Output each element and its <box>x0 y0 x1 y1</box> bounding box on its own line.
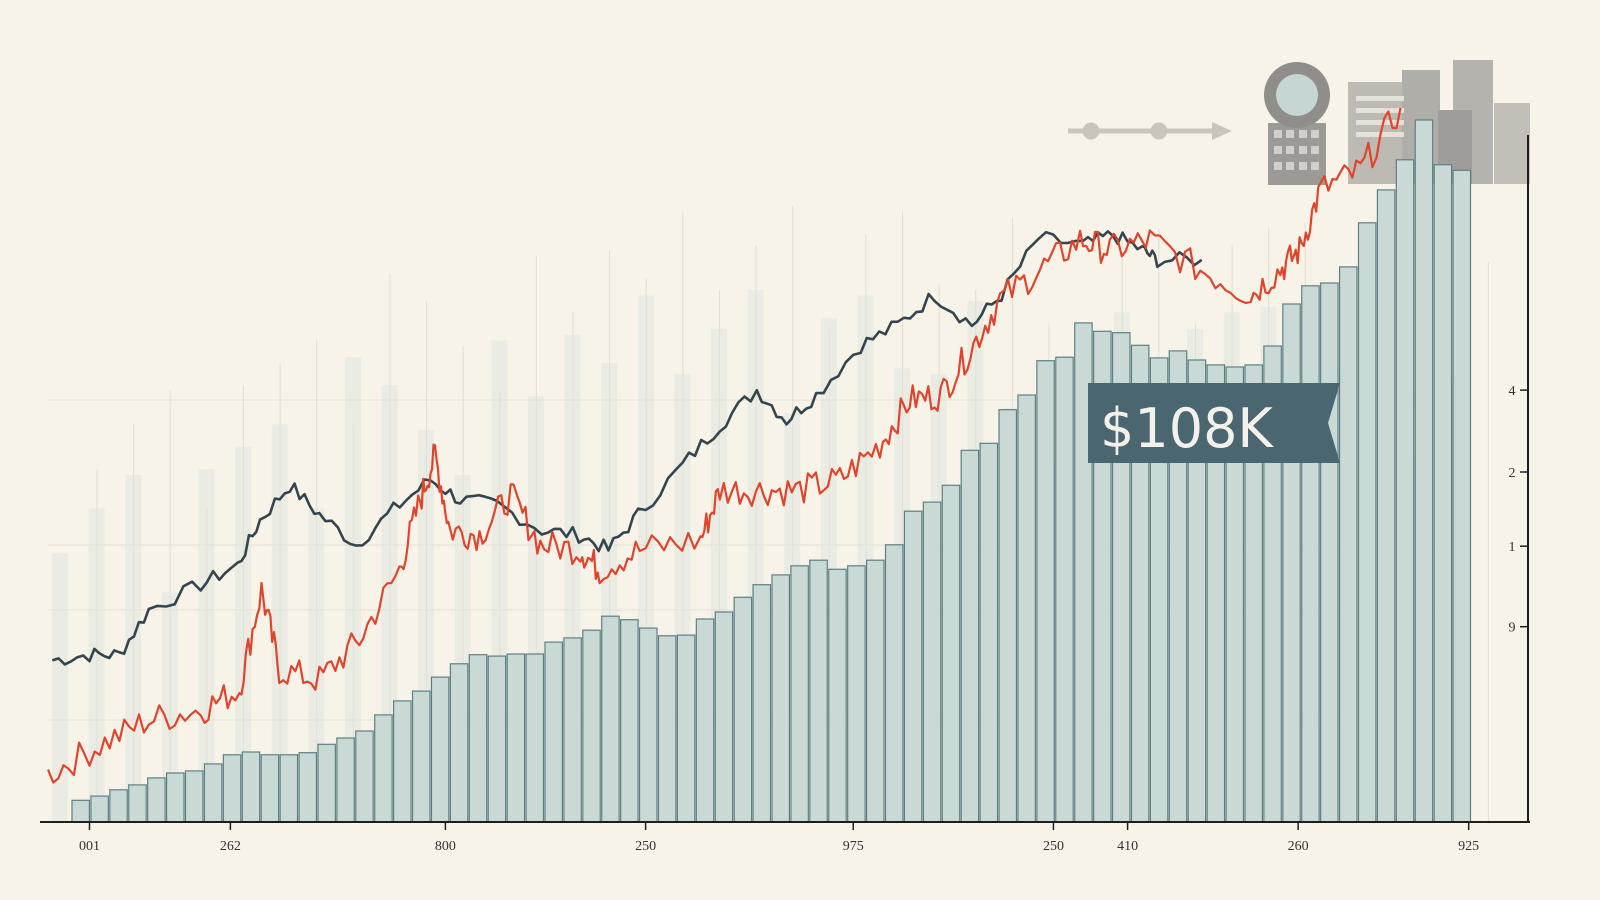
bar <box>1055 356 1074 823</box>
bar <box>279 754 299 823</box>
background-bar <box>308 508 325 822</box>
bar <box>733 596 753 823</box>
background-bar <box>88 508 105 822</box>
bar <box>147 777 166 823</box>
bar <box>979 442 999 823</box>
x-ticks: 001 262 800 250 975 250 410 260 925 <box>79 822 1479 854</box>
bar <box>1036 360 1055 823</box>
timeline-arrow-icon <box>1068 122 1232 140</box>
bar <box>222 754 242 823</box>
bar <box>638 627 658 823</box>
bar <box>847 565 866 823</box>
bar <box>1395 159 1415 823</box>
bar <box>525 653 545 823</box>
bar <box>71 799 91 823</box>
bar <box>203 763 223 823</box>
background-bar <box>271 424 288 822</box>
bar <box>411 690 431 823</box>
y-tick-label: 4 <box>1509 384 1516 399</box>
bar <box>752 584 772 823</box>
bar <box>1433 164 1453 823</box>
bar <box>903 510 923 823</box>
bar <box>582 629 601 823</box>
bar <box>1282 303 1301 823</box>
bar <box>601 615 620 823</box>
bar <box>1017 394 1036 823</box>
bar <box>998 409 1018 823</box>
background-bar <box>198 469 215 822</box>
y-tick-label: 9 <box>1509 621 1516 636</box>
x-tick-label: 001 <box>79 839 100 854</box>
bar <box>714 611 734 823</box>
bar <box>960 449 980 823</box>
bar <box>1357 222 1377 823</box>
x-tick-label: 975 <box>843 839 864 854</box>
x-tick-label: 250 <box>1043 839 1064 854</box>
bar <box>109 789 128 823</box>
gear-building-icon <box>1264 62 1330 185</box>
x-tick-label: 250 <box>635 839 656 854</box>
bar <box>165 772 185 823</box>
bar <box>506 653 526 823</box>
bar <box>374 714 393 823</box>
x-tick-label: 262 <box>220 839 241 854</box>
bar <box>241 751 261 823</box>
bar <box>563 637 582 823</box>
y-ticks: 4 2 1 9 <box>1509 384 1528 636</box>
lines <box>46 107 1402 784</box>
bar <box>1320 282 1339 823</box>
bar <box>620 619 639 823</box>
background-bar <box>344 357 361 822</box>
bar <box>1452 169 1472 823</box>
bar <box>355 730 374 823</box>
bar <box>771 574 791 823</box>
bar <box>657 635 677 823</box>
bar <box>393 700 412 823</box>
background-bar <box>125 474 142 822</box>
bar <box>487 655 507 823</box>
bar <box>922 501 942 823</box>
x-tick-label: 260 <box>1288 839 1309 854</box>
bar <box>298 752 318 823</box>
bar <box>828 568 847 823</box>
bar <box>336 737 355 823</box>
bar <box>865 559 885 823</box>
x-tick-label: 800 <box>435 839 456 854</box>
bar <box>1376 189 1396 823</box>
bar <box>1338 266 1358 823</box>
value-badge: $108K <box>1088 383 1340 463</box>
background-bar <box>161 592 178 822</box>
bar <box>468 654 488 823</box>
x-tick-label: 925 <box>1458 839 1479 854</box>
bar <box>544 641 563 823</box>
x-tick-label: 410 <box>1117 839 1138 854</box>
bar <box>809 559 828 823</box>
background-bar <box>52 553 68 822</box>
bar <box>260 754 280 823</box>
bar <box>695 618 715 823</box>
bar <box>128 784 147 823</box>
y-tick-label: 2 <box>1509 466 1516 481</box>
y-tick-label: 1 <box>1509 540 1516 555</box>
bar <box>430 676 450 823</box>
bar <box>1301 285 1320 823</box>
bar <box>941 484 961 823</box>
bar <box>790 565 809 823</box>
bar <box>676 634 696 823</box>
red-line-series <box>46 107 1402 784</box>
dark-line-series <box>52 230 1203 666</box>
bar <box>184 770 204 823</box>
bar <box>90 795 109 823</box>
value-badge-text: $108K <box>1100 397 1274 460</box>
bar <box>884 544 904 823</box>
bar <box>449 663 469 823</box>
bar <box>1414 119 1434 823</box>
bar <box>317 743 336 823</box>
